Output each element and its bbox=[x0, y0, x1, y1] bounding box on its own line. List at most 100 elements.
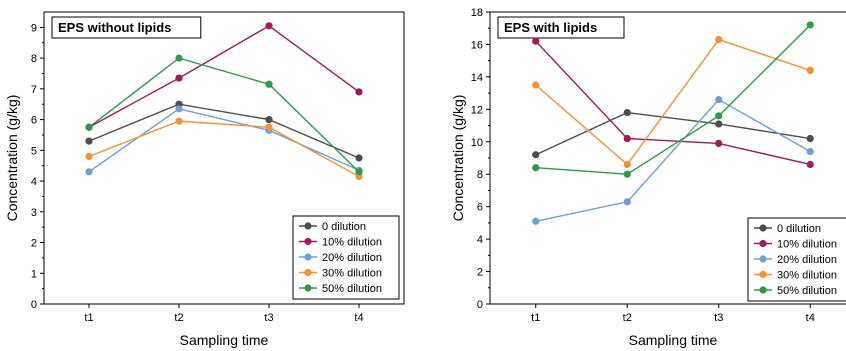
series-line bbox=[535, 98, 811, 222]
legend-label: 30% dilution bbox=[777, 270, 837, 282]
y-tick-label: 8 bbox=[31, 53, 37, 65]
legend-marker bbox=[759, 286, 767, 294]
data-point bbox=[623, 160, 631, 169]
panel-title: EPS without lipids bbox=[58, 20, 171, 35]
data-point bbox=[175, 105, 183, 113]
legend-label: 50% dilution bbox=[322, 283, 382, 295]
data-point bbox=[85, 168, 93, 176]
data-point bbox=[265, 115, 273, 124]
data-point bbox=[265, 22, 273, 30]
data-point bbox=[623, 198, 631, 206]
legend-label: 0 dilution bbox=[322, 221, 366, 233]
legend-label: 20% dilution bbox=[777, 254, 837, 266]
legend-marker bbox=[759, 239, 767, 248]
data-point bbox=[175, 74, 183, 82]
legend-marker bbox=[304, 253, 312, 261]
x-tick-label: t1 bbox=[84, 312, 93, 324]
data-point bbox=[806, 21, 814, 29]
data-point bbox=[715, 96, 723, 104]
data-point bbox=[532, 81, 540, 89]
y-tick-label: 8 bbox=[477, 169, 483, 181]
data-point bbox=[623, 170, 631, 178]
series-line bbox=[88, 103, 360, 159]
legend-marker bbox=[304, 268, 312, 277]
series-line bbox=[88, 24, 360, 128]
y-tick-label: 14 bbox=[471, 72, 483, 84]
data-point bbox=[715, 120, 723, 128]
legend-label: 10% dilution bbox=[322, 237, 382, 249]
y-tick-label: 5 bbox=[31, 145, 37, 157]
y-tick-label: 7 bbox=[31, 84, 37, 96]
panel-eps-with-lipids: 0 2 4 6 8 10 12 14 16 18 t1 t2 t3 t4 Sampling time Conc… bbox=[450, 7, 846, 348]
legend-label: 50% dilution bbox=[777, 285, 837, 297]
data-point bbox=[715, 35, 723, 44]
y-tick-label: 0 bbox=[477, 299, 483, 311]
y-tick-label: 10 bbox=[471, 137, 483, 149]
data-point bbox=[715, 112, 723, 120]
y-tick-label: 3 bbox=[31, 207, 37, 219]
data-point bbox=[623, 134, 631, 143]
x-tick-label: t2 bbox=[623, 312, 632, 324]
data-point bbox=[623, 108, 631, 117]
panel-eps-without-lipids: 0 1 2 3 4 5 6 7 8 9 t1 t2 t3 t4 Sampling time Concentra… bbox=[4, 11, 405, 348]
data-point bbox=[265, 123, 273, 131]
series-line bbox=[535, 111, 811, 156]
data-point bbox=[175, 54, 183, 62]
y-tick-label: 12 bbox=[471, 104, 483, 116]
series-line bbox=[88, 120, 360, 178]
legend-marker bbox=[759, 270, 767, 279]
data-point bbox=[715, 139, 723, 147]
series-line bbox=[535, 24, 811, 175]
y-tick-label: 1 bbox=[31, 268, 37, 280]
x-axis-title: Sampling time bbox=[180, 332, 269, 348]
data-point bbox=[85, 123, 93, 131]
y-tick-label: 6 bbox=[31, 115, 37, 127]
y-tick-label: 2 bbox=[477, 267, 483, 279]
legend-label: 10% dilution bbox=[777, 239, 837, 251]
x-axis-title: Sampling time bbox=[629, 332, 718, 348]
x-tick-label: t1 bbox=[531, 312, 540, 324]
data-point bbox=[806, 147, 814, 156]
legend-marker bbox=[759, 255, 767, 263]
y-axis-title: Concentration (g/kg) bbox=[450, 95, 466, 222]
data-point bbox=[355, 88, 363, 96]
y-tick-label: 0 bbox=[31, 299, 37, 311]
y-tick-label: 9 bbox=[31, 22, 37, 34]
data-point bbox=[806, 160, 814, 169]
data-point bbox=[532, 164, 540, 172]
data-point bbox=[85, 152, 93, 161]
x-tick-label: t3 bbox=[264, 312, 273, 324]
y-tick-label: 4 bbox=[31, 176, 37, 188]
series-line bbox=[88, 108, 360, 173]
legend-label: 30% dilution bbox=[322, 268, 382, 280]
data-point bbox=[532, 217, 540, 225]
plot-frame bbox=[43, 11, 405, 305]
series-line bbox=[535, 40, 811, 166]
series-line bbox=[88, 57, 360, 173]
legend-marker bbox=[759, 224, 767, 232]
data-point bbox=[175, 117, 183, 125]
y-tick-label: 6 bbox=[477, 202, 483, 214]
x-tick-label: t2 bbox=[174, 312, 183, 324]
legend-label: 0 dilution bbox=[777, 223, 821, 235]
data-point bbox=[806, 134, 814, 143]
data-point bbox=[85, 137, 93, 145]
series-line bbox=[535, 38, 811, 166]
data-point bbox=[355, 154, 363, 162]
data-point bbox=[265, 80, 273, 88]
data-point bbox=[532, 151, 540, 159]
panel-title-box bbox=[497, 16, 625, 39]
data-point bbox=[532, 37, 540, 45]
panel-title: EPS with lipids bbox=[504, 20, 597, 35]
legend-marker bbox=[304, 284, 312, 292]
y-tick-label: 18 bbox=[471, 7, 483, 19]
data-point bbox=[355, 168, 363, 176]
x-tick-label: t3 bbox=[714, 312, 723, 324]
y-tick-label: 2 bbox=[31, 238, 37, 250]
legend-marker bbox=[304, 222, 312, 230]
data-point bbox=[806, 66, 814, 74]
y-tick-label: 4 bbox=[477, 234, 483, 246]
y-tick-label: 16 bbox=[471, 39, 483, 51]
panel-title-box bbox=[51, 16, 202, 39]
